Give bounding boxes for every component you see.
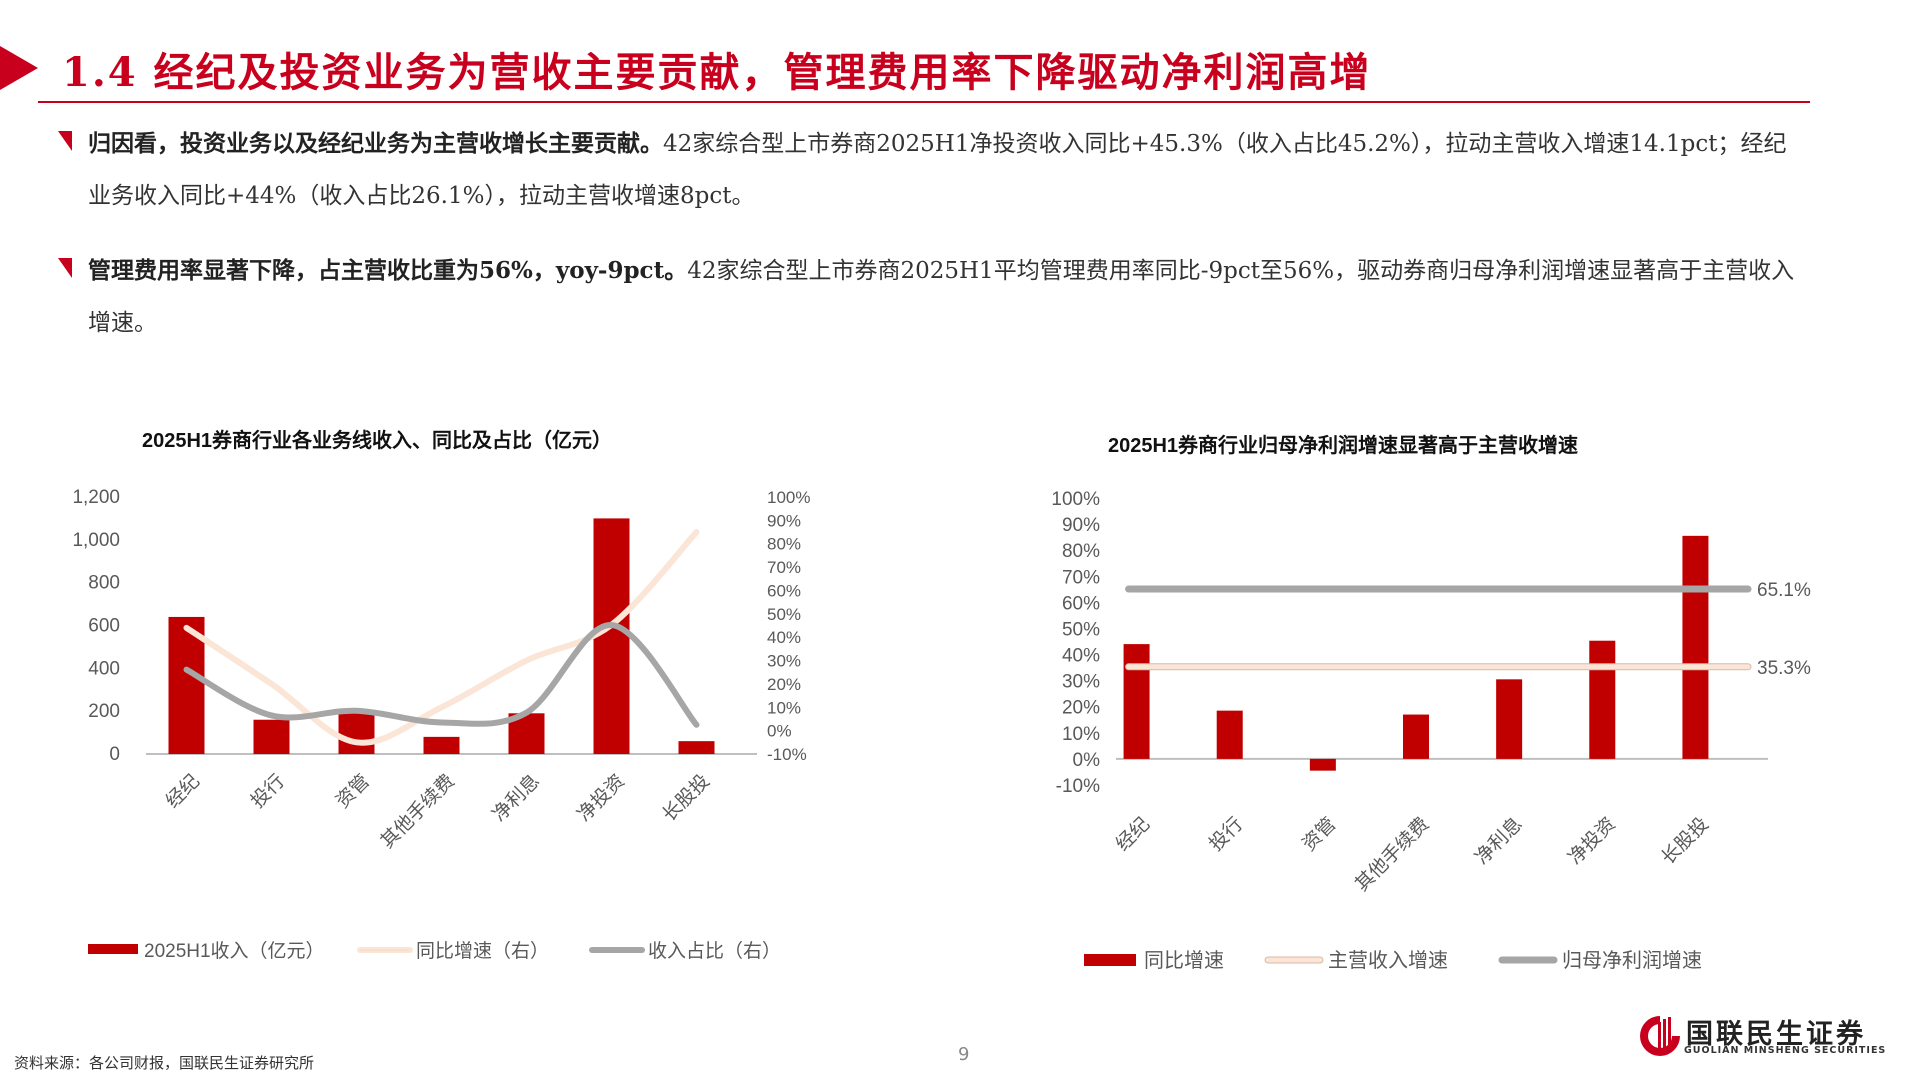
svg-text:10%: 10% [767, 698, 801, 717]
bullet-triangle-icon [58, 131, 72, 151]
svg-text:其他手续费: 其他手续费 [376, 770, 459, 853]
svg-text:0: 0 [109, 744, 120, 765]
svg-text:1,000: 1,000 [72, 530, 120, 551]
bar [423, 736, 460, 754]
bar [1682, 535, 1709, 759]
bar [593, 518, 630, 754]
logo-text-en: GUOLIAN MINSHENG SECURITIES [1684, 1045, 1887, 1056]
bar [1216, 710, 1243, 759]
paragraph-1-lead: 归因看，投资业务以及经纪业务为主营收增长主要贡献。 [88, 130, 663, 157]
bar [1123, 644, 1150, 759]
svg-text:资管: 资管 [1298, 813, 1340, 855]
svg-text:60%: 60% [767, 581, 801, 600]
svg-text:35.3%: 35.3% [1757, 658, 1811, 679]
bullet-triangle-icon [58, 258, 72, 278]
svg-text:同比增速（右）: 同比增速（右） [416, 940, 549, 962]
svg-text:100%: 100% [1051, 489, 1100, 510]
svg-text:20%: 20% [1062, 698, 1100, 719]
paragraph-1: 归因看，投资业务以及经纪业务为主营收增长主要贡献。42家综合型上市券商2025H… [58, 118, 1800, 222]
logo-text-cn: 国联民生证券 [1686, 1019, 1866, 1050]
svg-text:80%: 80% [1062, 541, 1100, 562]
svg-text:60%: 60% [1062, 593, 1100, 614]
svg-text:净利息: 净利息 [488, 770, 544, 826]
svg-text:1,200: 1,200 [72, 487, 120, 508]
company-logo: 国联民生证券 GUOLIAN MINSHENG SECURITIES [1638, 1012, 1898, 1062]
title-divider [38, 101, 1810, 103]
svg-text:长股投: 长股投 [658, 770, 714, 826]
page-title: 1.4 经纪及投资业务为营收主要贡献，管理费用率下降驱动净利润高增 [62, 49, 1372, 96]
svg-text:资管: 资管 [332, 770, 374, 812]
svg-text:70%: 70% [767, 558, 801, 577]
svg-text:65.1%: 65.1% [1757, 580, 1811, 601]
paragraph-2-body: 42家综合型上市券商2025H1平均管理费用率同比-9pct至56%，驱动券商归… [88, 258, 1795, 336]
bar [678, 741, 715, 754]
bar [338, 711, 375, 754]
paragraph-1-body: 42家综合型上市券商2025H1净投资收入同比+45.3%（收入占比45.2%）… [88, 131, 1787, 209]
svg-text:其他手续费: 其他手续费 [1351, 813, 1434, 896]
svg-text:-10%: -10% [1056, 776, 1100, 797]
svg-text:50%: 50% [767, 605, 801, 624]
right-chart: -10% 0% 10% 20% 30% 40% 50% 60% 70% 80% 90% 100% 35.… [1051, 489, 1811, 972]
svg-text:净投资: 净投资 [573, 770, 629, 826]
svg-text:80%: 80% [767, 535, 801, 554]
svg-text:50%: 50% [1062, 619, 1100, 640]
svg-text:投行: 投行 [1205, 813, 1247, 855]
svg-text:90%: 90% [1062, 515, 1100, 536]
svg-text:-10%: -10% [767, 745, 807, 764]
svg-text:长股投: 长股投 [1657, 813, 1713, 869]
svg-text:0%: 0% [1073, 750, 1101, 771]
svg-text:净利息: 净利息 [1471, 813, 1527, 869]
svg-text:800: 800 [88, 573, 120, 594]
bar [253, 719, 290, 754]
svg-text:经纪: 经纪 [1112, 813, 1154, 855]
svg-text:20%: 20% [767, 675, 801, 694]
svg-text:2025H1收入（亿元）: 2025H1收入（亿元） [144, 940, 325, 962]
svg-text:0%: 0% [767, 722, 792, 741]
page-number: 9 [958, 1044, 970, 1065]
svg-text:经纪: 经纪 [162, 770, 204, 812]
svg-text:净投资: 净投资 [1564, 813, 1620, 869]
logo-emblem-icon [1640, 1016, 1680, 1056]
svg-text:主营收入增速: 主营收入增速 [1328, 949, 1448, 972]
svg-text:40%: 40% [767, 628, 801, 647]
svg-text:收入占比（右）: 收入占比（右） [648, 940, 781, 962]
svg-text:10%: 10% [1062, 724, 1100, 745]
bar [1403, 714, 1429, 759]
title-arrow-icon [0, 46, 38, 90]
right-chart-title: 2025H1券商行业归母净利润增速显著高于主营收增速 [1108, 435, 1579, 457]
svg-text:投行: 投行 [247, 770, 289, 812]
paragraph-2-lead: 管理费用率显著下降，占主营收比重为56%，yoy-9pct。 [88, 257, 688, 284]
svg-text:400: 400 [88, 658, 120, 679]
svg-text:40%: 40% [1062, 646, 1100, 667]
svg-text:30%: 30% [767, 652, 801, 671]
source-note: 资料来源：各公司财报，国联民生证券研究所 [14, 1054, 315, 1072]
bar [1309, 758, 1336, 771]
svg-text:90%: 90% [767, 511, 801, 530]
bar [168, 616, 205, 754]
svg-text:30%: 30% [1062, 672, 1100, 693]
left-chart: 0 200 400 600 800 1,000 1,200 -10% 0% 10% 20% 30% 40… [72, 487, 810, 962]
svg-text:600: 600 [88, 616, 120, 637]
paragraph-2: 管理费用率显著下降，占主营收比重为56%，yoy-9pct。42家综合型上市券商… [58, 245, 1800, 349]
bar [1496, 679, 1523, 759]
svg-text:200: 200 [88, 701, 120, 722]
bar [1589, 640, 1616, 759]
svg-text:70%: 70% [1062, 567, 1100, 588]
svg-text:归母净利润增速: 归母净利润增速 [1562, 949, 1702, 972]
svg-text:100%: 100% [767, 488, 810, 507]
left-chart-title: 2025H1券商行业各业务线收入、同比及占比（亿元） [142, 430, 613, 452]
svg-text:同比增速: 同比增速 [1144, 949, 1224, 972]
